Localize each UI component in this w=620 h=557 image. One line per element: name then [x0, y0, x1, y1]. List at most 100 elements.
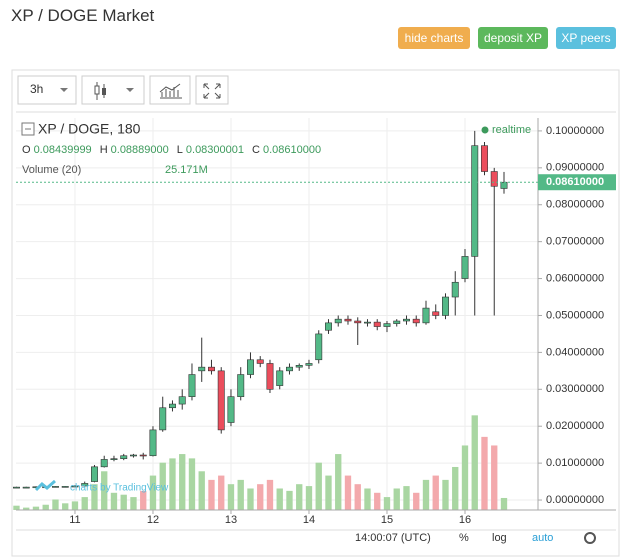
- volume-pane: [13, 415, 508, 510]
- candle-body: [461, 256, 469, 279]
- candle-body: [256, 359, 264, 364]
- candle-body: [266, 363, 274, 390]
- volume-bar: [296, 484, 303, 510]
- volume-bar: [471, 415, 478, 510]
- y-tick-label: 0.06000000: [546, 272, 604, 284]
- candle-body: [315, 333, 323, 361]
- candle-body: [295, 365, 303, 368]
- volume-bar: [208, 479, 215, 510]
- y-tick-label: 0.02000000: [546, 420, 604, 432]
- chart-style-button[interactable]: [81, 75, 145, 105]
- candle-body: [237, 374, 245, 397]
- collapse-icon[interactable]: [21, 122, 35, 136]
- candle-body: [412, 318, 420, 324]
- volume-bar: [227, 484, 235, 510]
- volume-bar: [120, 494, 127, 510]
- candle-body: [422, 307, 430, 324]
- peers-button[interactable]: XP peers: [556, 27, 616, 49]
- volume-bar: [422, 479, 430, 510]
- deposit-button[interactable]: deposit XP: [478, 27, 548, 49]
- candle-body: [451, 281, 459, 298]
- volume-bar: [62, 503, 69, 510]
- settings-icon[interactable]: [584, 532, 596, 544]
- volume-bar: [52, 499, 59, 510]
- x-tick-label: 16: [459, 514, 471, 526]
- volume-bar: [413, 492, 420, 510]
- volume-bar: [198, 471, 205, 510]
- candle-body: [490, 171, 498, 187]
- ohlc-value: 0.08300001: [186, 144, 244, 156]
- candle-body: [481, 145, 488, 172]
- auto-toggle[interactable]: auto: [532, 532, 553, 544]
- y-tick-label: 0.04000000: [546, 346, 604, 358]
- ohlc-value: 0.08889000: [111, 144, 169, 156]
- y-tick-label: 0.05000000: [546, 309, 604, 321]
- candle-body: [198, 366, 206, 372]
- volume-bar: [481, 436, 488, 510]
- volume-bar: [237, 479, 244, 510]
- hide-charts-button[interactable]: hide charts: [398, 27, 470, 49]
- candle-icon: [96, 82, 105, 100]
- indicators-button[interactable]: [149, 75, 191, 105]
- candle-body: [305, 363, 313, 366]
- volume-bar: [247, 488, 254, 510]
- volume-bar: [140, 490, 147, 510]
- ohlc-key: H: [100, 144, 108, 156]
- candle-body: [500, 181, 508, 189]
- x-tick-label: 12: [147, 514, 159, 526]
- candle-body: [217, 370, 225, 431]
- candle-body: [22, 486, 30, 489]
- last-price-badge: [538, 174, 616, 191]
- clock: 14:00:07 (UTC): [355, 532, 431, 544]
- volume-bar: [71, 501, 79, 510]
- candle-body: [91, 466, 98, 482]
- y-tick-label: 0.09000000: [546, 162, 604, 174]
- candle-body: [110, 458, 118, 460]
- x-tick-label: 15: [381, 514, 393, 526]
- interval-button[interactable]: [17, 75, 77, 105]
- volume-bar: [393, 488, 400, 510]
- volume-bar: [91, 484, 98, 510]
- fullscreen-button[interactable]: [195, 75, 229, 105]
- y-tick-label: 0.00000000: [546, 494, 604, 506]
- candle-body: [159, 407, 167, 431]
- candle-body: [32, 486, 40, 489]
- candle-body: [325, 322, 332, 331]
- indicator-icon: [159, 83, 182, 99]
- fullscreen-icon: [203, 83, 221, 99]
- volume-bar: [188, 458, 196, 510]
- volume-bar: [218, 475, 225, 510]
- candle-body: [393, 320, 401, 324]
- candle-body: [334, 318, 342, 324]
- candles: [12, 130, 508, 489]
- volume-bar: [364, 488, 371, 510]
- realtime-dot: [481, 126, 489, 134]
- percent-toggle[interactable]: %: [459, 532, 469, 544]
- x-tick-label: 13: [225, 514, 237, 526]
- volume-bar: [335, 454, 342, 510]
- volume-bar: [130, 497, 137, 510]
- volume-bar: [315, 462, 322, 510]
- candle-body: [442, 296, 449, 316]
- volume-bar: [32, 506, 40, 510]
- candle-body: [52, 486, 59, 488]
- candle-body: [120, 455, 128, 459]
- candle-body: [139, 454, 147, 457]
- log-toggle[interactable]: log: [492, 532, 507, 544]
- volume-bar: [286, 490, 293, 510]
- volume-bar: [461, 445, 469, 510]
- chart-frame: [11, 69, 620, 557]
- x-tick-label: 14: [303, 514, 315, 526]
- candle-body: [81, 483, 89, 487]
- candle-body: [276, 370, 284, 386]
- volume-bar: [257, 484, 264, 510]
- volume-bar: [442, 479, 449, 510]
- volume-bar: [169, 458, 176, 510]
- candle-body: [42, 486, 50, 489]
- volume-bar: [159, 462, 166, 510]
- candle-body: [178, 396, 186, 405]
- candle-body: [61, 486, 69, 488]
- candle-body: [432, 311, 440, 316]
- volume-bar: [374, 492, 381, 510]
